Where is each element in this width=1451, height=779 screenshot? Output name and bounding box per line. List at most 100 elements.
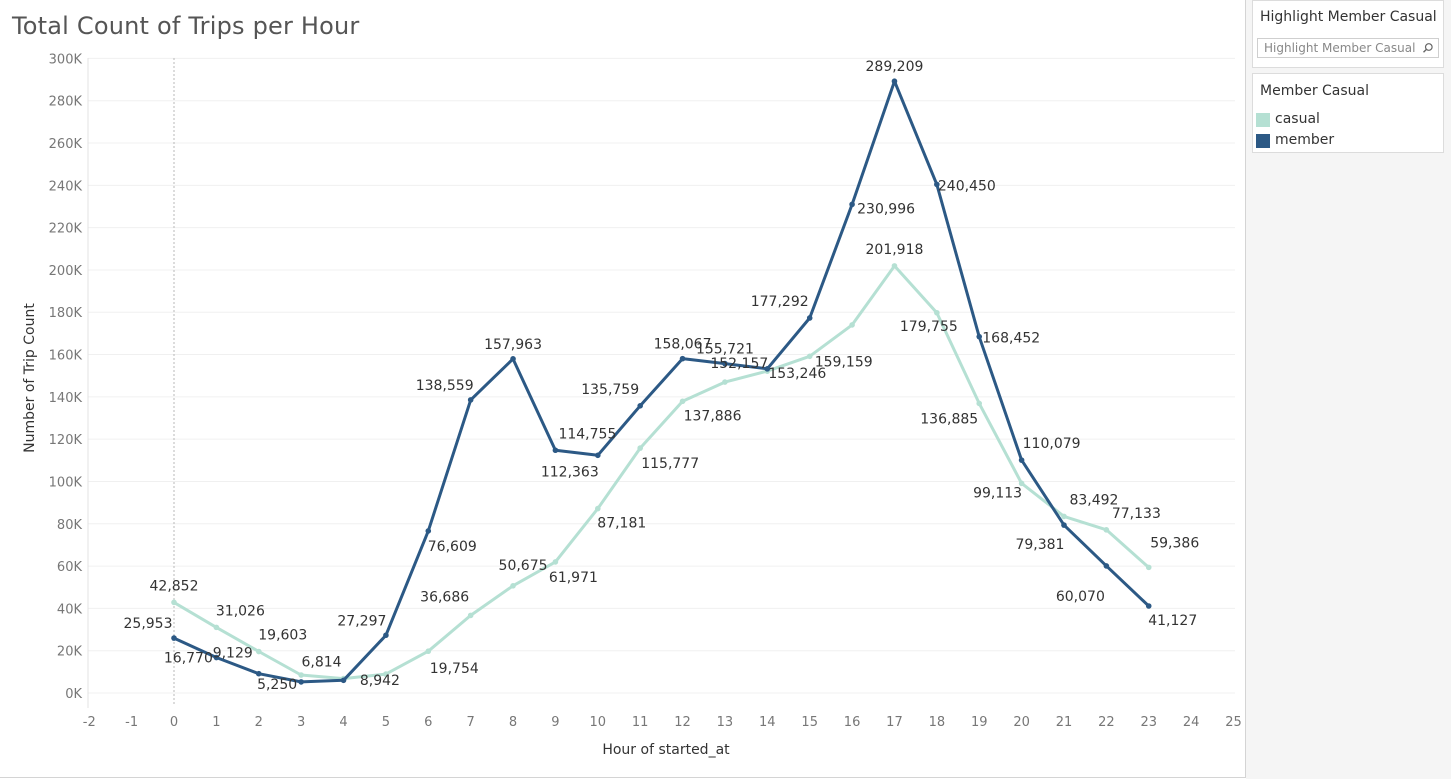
data-label-member: 155,721: [696, 342, 754, 358]
point-member: [1103, 563, 1110, 569]
x-tick-label: -2: [83, 715, 96, 730]
y-tick-label: 40K: [57, 602, 83, 617]
highlight-title: Highlight Member Casual: [1260, 9, 1437, 25]
data-label-member: 41,127: [1148, 613, 1197, 629]
x-tick-label: 25: [1225, 715, 1242, 730]
point-casual: [934, 309, 940, 316]
point-casual: [891, 263, 898, 269]
data-label-member: 289,209: [866, 59, 924, 75]
data-label-casual: 36,686: [420, 589, 469, 605]
data-label-member: 79,381: [1015, 537, 1064, 553]
series-line-casual: [173, 264, 1150, 681]
point-casual: [595, 505, 601, 512]
y-tick-label: 280K: [49, 95, 83, 110]
y-tick-label: 160K: [49, 349, 83, 364]
data-label-casual: 115,777: [641, 456, 699, 472]
point-member: [806, 315, 813, 321]
y-tick-label: 240K: [49, 179, 83, 194]
point-casual: [425, 648, 432, 655]
point-member: [849, 201, 855, 208]
point-casual: [1145, 564, 1152, 571]
data-label-casual: 159,159: [815, 354, 873, 370]
data-label-casual: 19,754: [430, 661, 479, 677]
data-label-member: 110,079: [1023, 436, 1081, 452]
point-casual: [510, 583, 516, 589]
point-member: [552, 447, 559, 454]
point-member: [976, 333, 983, 340]
point-casual: [1018, 480, 1025, 487]
data-label-casual: 201,918: [866, 242, 924, 258]
point-casual: [255, 648, 262, 655]
data-label-member: 25,953: [124, 616, 173, 632]
point-casual: [383, 671, 389, 677]
point-casual: [806, 353, 813, 360]
line-chart: 0K20K40K60K80K100K120K140K160K180K200K22…: [22, 52, 1242, 758]
x-tick-label: 23: [1140, 715, 1157, 730]
y-tick-label: 0K: [65, 687, 82, 702]
y-tick-label: 120K: [49, 433, 83, 448]
x-tick-label: 15: [801, 715, 818, 730]
x-tick-label: 0: [170, 715, 178, 730]
data-label-member: 112,363: [541, 464, 599, 480]
data-label-casual: 77,133: [1112, 506, 1161, 522]
y-tick-label: 20K: [57, 645, 83, 660]
data-label-casual: 19,603: [258, 628, 307, 644]
highlight-search-box[interactable]: [1257, 38, 1439, 58]
x-tick-label: 13: [717, 715, 734, 730]
point-member: [171, 635, 177, 641]
point-member: [1018, 457, 1025, 463]
legend-swatch-casual: [1256, 113, 1270, 127]
data-label-casual: 59,386: [1150, 535, 1199, 551]
legend-swatch-member: [1256, 134, 1270, 148]
x-axis-title: Hour of started_at: [602, 742, 730, 758]
x-tick-label: -1: [125, 715, 138, 730]
y-tick-label: 220K: [49, 222, 83, 237]
point-member: [679, 355, 686, 362]
data-label-casual: 152,157: [710, 356, 768, 372]
x-tick-label: 19: [971, 715, 988, 730]
x-tick-label: 16: [844, 715, 861, 730]
data-label-member: 60,070: [1056, 589, 1105, 605]
point-casual: [171, 599, 177, 606]
x-tick-label: 5: [382, 715, 390, 730]
data-label-member: 158,067: [654, 337, 712, 353]
y-tick-label: 260K: [49, 137, 83, 152]
point-casual: [637, 445, 643, 451]
data-label-casual: 83,492: [1069, 492, 1118, 508]
point-casual: [1103, 527, 1110, 533]
point-member: [934, 181, 940, 188]
data-label-casual: 99,113: [973, 485, 1022, 501]
legend-card: Member Casual casual member: [1252, 73, 1444, 153]
data-label-casual: 50,675: [499, 558, 548, 574]
point-member: [340, 677, 347, 684]
data-label-member: 9,129: [213, 646, 253, 662]
x-tick-label: 20: [1013, 715, 1030, 730]
search-icon[interactable]: [1422, 42, 1434, 54]
x-tick-label: 10: [590, 715, 607, 730]
data-label-member: 27,297: [337, 613, 386, 629]
data-label-member: 168,452: [982, 331, 1040, 347]
data-label-member: 5,250: [257, 677, 297, 693]
point-member: [1145, 603, 1152, 609]
point-member: [1061, 522, 1067, 528]
y-tick-label: 300K: [49, 52, 83, 67]
highlight-input[interactable]: [1258, 39, 1426, 57]
point-member: [298, 679, 304, 685]
x-tick-label: 4: [339, 715, 347, 730]
data-label-member: 240,450: [938, 178, 996, 194]
point-member: [891, 78, 898, 85]
point-member: [510, 356, 516, 362]
x-tick-label: 14: [759, 715, 776, 730]
y-axis-title: Number of Trip Count: [22, 303, 38, 453]
point-member: [637, 403, 643, 409]
x-tick-label: 1: [212, 715, 220, 730]
point-member: [467, 397, 474, 403]
data-label-member: 177,292: [751, 294, 809, 310]
x-tick-label: 7: [467, 715, 475, 730]
y-tick-label: 80K: [57, 518, 83, 533]
x-tick-label: 8: [509, 715, 517, 730]
point-member: [255, 670, 262, 677]
data-label-member: 135,759: [581, 382, 639, 398]
x-tick-label: 18: [929, 715, 946, 730]
side-panel: Highlight Member Casual Member Casual ca…: [1246, 0, 1451, 779]
